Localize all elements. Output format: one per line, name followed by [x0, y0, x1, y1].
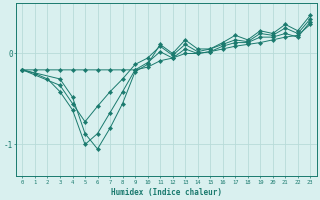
X-axis label: Humidex (Indice chaleur): Humidex (Indice chaleur): [111, 188, 222, 197]
